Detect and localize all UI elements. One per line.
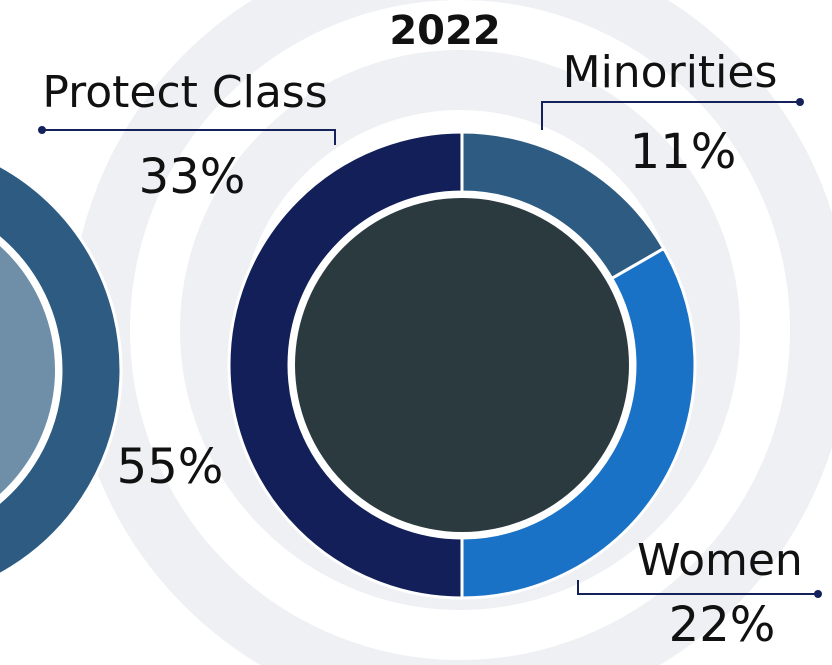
leader-dot xyxy=(814,590,822,598)
donut-segment xyxy=(227,130,464,600)
leader-line xyxy=(42,129,336,145)
value-label: 22% xyxy=(669,597,776,653)
leader-line xyxy=(577,580,818,595)
donut-segment xyxy=(0,164,123,576)
photo xyxy=(0,246,55,494)
category-label: Protect Class xyxy=(42,67,327,118)
photo xyxy=(295,198,629,532)
leader-line xyxy=(541,101,800,130)
value-label: 33% xyxy=(139,149,246,205)
value-label: 55% xyxy=(117,439,224,495)
category-label: Women xyxy=(637,535,803,586)
donut-segment xyxy=(460,246,697,600)
value-label: 11% xyxy=(630,124,737,180)
chart-title: 2022 xyxy=(389,8,500,54)
leader-dot xyxy=(796,98,804,106)
leader-dot xyxy=(38,126,46,134)
category-label: Minorities xyxy=(563,47,778,98)
